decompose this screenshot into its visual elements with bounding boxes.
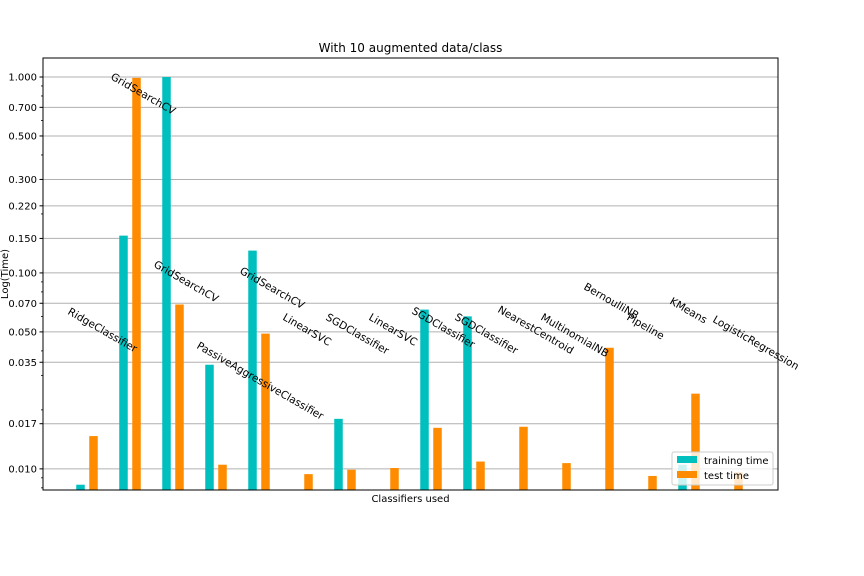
training-time-bar	[162, 76, 171, 491]
y-tick-label: 0.100	[8, 268, 37, 279]
test-time-bar	[304, 474, 313, 490]
test-time-bar	[261, 333, 270, 490]
legend-swatch-test	[677, 471, 697, 478]
training-time-bar	[205, 364, 214, 490]
category-label: PassiveAggressiveClassifier	[195, 340, 327, 423]
test-time-bar	[691, 393, 700, 490]
test-time-bar	[347, 469, 356, 490]
y-tick-label: 0.070	[8, 299, 37, 310]
category-label: GridSearchCV	[238, 265, 308, 312]
y-tick-label: 0.300	[8, 175, 37, 186]
training-time-bar	[119, 235, 128, 490]
test-time-bar	[648, 475, 657, 490]
training-time-bar	[248, 250, 257, 490]
training-time-bar	[463, 316, 472, 490]
y-tick-label: 0.700	[8, 103, 37, 114]
test-time-bar	[175, 304, 184, 490]
legend: training time test time	[671, 451, 774, 486]
y-tick-label: 0.017	[8, 419, 37, 430]
test-time-bar	[562, 463, 571, 490]
y-tick-label: 0.500	[8, 131, 37, 142]
test-time-bar	[89, 436, 98, 490]
test-time-bar	[218, 464, 227, 490]
category-label: RidgeClassifier	[66, 306, 140, 356]
category-label: Pipeline	[625, 311, 667, 342]
category-label: LogisticRegression	[711, 314, 801, 373]
test-time-bar	[605, 347, 614, 490]
legend-swatch-training	[677, 456, 697, 463]
y-axis-ticks: 1.000 0.700 0.500 0.300 0.220 0.150 0.100 0.070…	[8, 72, 43, 489]
y-tick-label: 1.000	[8, 72, 37, 83]
training-time-bar	[420, 309, 429, 490]
category-label: GridSearchCV	[152, 259, 222, 306]
bars	[76, 76, 743, 491]
test-time-bar	[132, 77, 141, 490]
y-axis-label: Log(Time)	[0, 249, 11, 299]
axes-frame	[42, 57, 779, 491]
training-time-bar	[334, 418, 343, 490]
y-tick-label: 0.220	[8, 201, 37, 212]
y-tick-label: 0.150	[8, 234, 37, 245]
training-time-bar	[76, 484, 85, 490]
test-time-bar	[519, 426, 528, 490]
grid-lines	[43, 76, 778, 470]
category-label: KMeans	[668, 295, 709, 326]
y-tick-label: 0.010	[8, 464, 37, 475]
test-time-bar	[433, 427, 442, 490]
chart-title: With 10 augmented data/class	[319, 41, 503, 55]
legend-label-test: test time	[704, 471, 749, 482]
legend-box	[671, 451, 774, 486]
legend-label-training: training time	[704, 456, 769, 467]
test-time-bar	[390, 468, 399, 490]
y-tick-label: 0.050	[8, 327, 37, 338]
test-time-bar	[476, 461, 485, 490]
x-axis-label: Classifiers used	[371, 494, 449, 505]
y-tick-label: 0.035	[8, 358, 37, 369]
